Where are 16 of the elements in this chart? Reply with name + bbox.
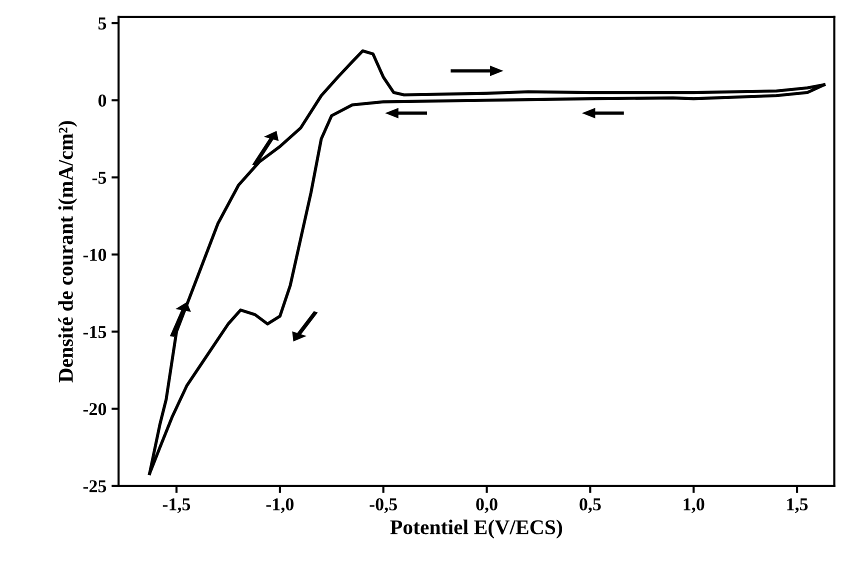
x-tick-label: 0,0	[476, 498, 498, 514]
y-tick-label: -15	[83, 326, 106, 338]
y-axis-title: Densité de courant i(mA/cm²)	[58, 121, 78, 382]
y-tick-label: -25	[83, 480, 106, 492]
y-tick-label: 0	[98, 94, 106, 107]
x-tick-label: 1,0	[684, 498, 704, 514]
y-tick-label: -20	[83, 403, 106, 416]
x-tick-label: -1,0	[266, 498, 294, 514]
x-tick-label: -0,5	[370, 498, 397, 514]
y-tick-label: -10	[83, 248, 106, 261]
x-tick-label: -1,5	[162, 498, 190, 514]
x-tick-label: 1,5	[787, 498, 808, 514]
y-tick-label: 5	[98, 18, 106, 30]
y-tick-label: -5	[92, 172, 106, 184]
x-tick-label: 0,5	[580, 498, 601, 514]
x-axis-title: Potentiel E(V/ECS)	[390, 520, 562, 539]
